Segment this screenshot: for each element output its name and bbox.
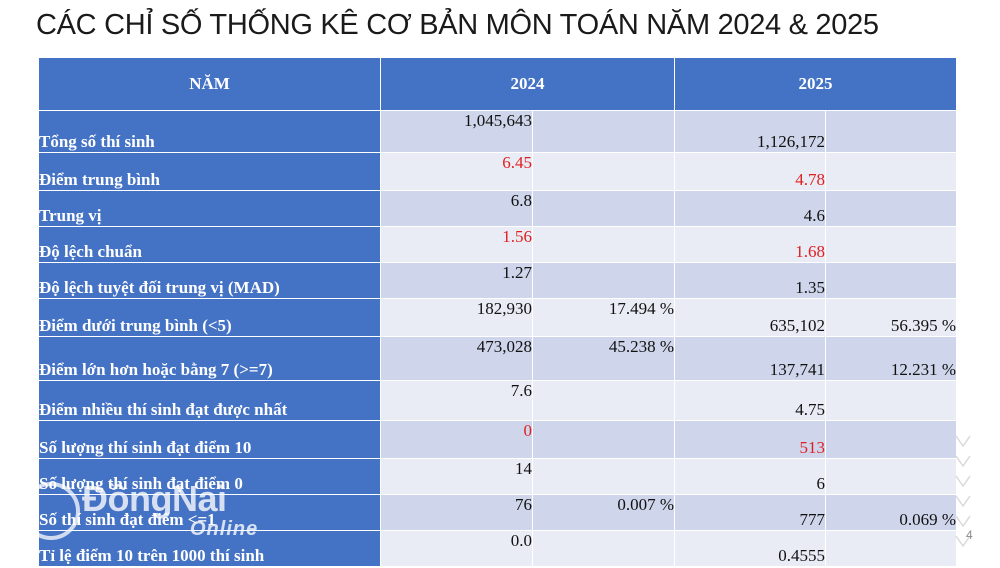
percent-2024 [532, 152, 675, 191]
row-label: Điểm dưới trung bình (<5) [38, 298, 381, 337]
chevron-decoration-icon [955, 435, 971, 548]
row-label: Độ lệch chuẩn [38, 226, 381, 263]
table-row: Điểm trung bình 6.45 4.78 [38, 152, 957, 191]
value-2025: 777 [674, 494, 826, 531]
percent-2024 [532, 380, 675, 421]
page-title: CÁC CHỈ SỐ THỐNG KÊ CƠ BẢN MÔN TOÁN NĂM … [36, 9, 879, 41]
percent-2024 [532, 262, 675, 299]
percent-2025: 56.395 % [825, 298, 957, 337]
table-row: Số lượng thí sinh đạt điểm 0 14 6 [38, 458, 957, 495]
row-label: Số lượng thí sinh đạt điểm 0 [38, 458, 381, 495]
percent-2025 [825, 458, 957, 495]
table-row: Độ lệch chuẩn 1.56 1.68 [38, 226, 957, 263]
percent-2025 [825, 226, 957, 263]
table-row: Điểm lớn hơn hoặc bằng 7 (>=7) 473,028 4… [38, 336, 957, 381]
row-label: Số thí sinh đạt điểm <=1 [38, 494, 381, 531]
percent-2024 [532, 420, 675, 459]
value-2025: 513 [674, 420, 826, 459]
value-2025: 137,741 [674, 336, 826, 381]
value-2024: 14 [380, 458, 533, 495]
percent-2024: 45.238 % [532, 336, 675, 381]
row-label: Điểm trung bình [38, 152, 381, 191]
row-label: Điểm nhiều thí sinh đạt được nhất [38, 380, 381, 421]
row-label: Tỉ lệ điểm 10 trên 1000 thí sinh [38, 530, 381, 567]
page-number: 4 [966, 528, 973, 542]
percent-2024 [532, 458, 675, 495]
row-label: Số lượng thí sinh đạt điểm 10 [38, 420, 381, 459]
row-label: Tổng số thí sinh [38, 110, 381, 153]
value-2024: 1.27 [380, 262, 533, 299]
value-2025: 4.6 [674, 190, 826, 227]
header-year-2025: 2025 [674, 57, 957, 111]
table-row: Điểm nhiều thí sinh đạt được nhất 7.6 4.… [38, 380, 957, 421]
percent-2025 [825, 190, 957, 227]
percent-2025 [825, 530, 957, 567]
value-2024: 0 [380, 420, 533, 459]
percent-2025 [825, 110, 957, 153]
percent-2024 [532, 226, 675, 263]
value-2024: 1,045,643 [380, 110, 533, 153]
value-2025: 4.75 [674, 380, 826, 421]
table-row: Số lượng thí sinh đạt điểm 10 0 513 [38, 420, 957, 459]
table-header-row: NĂM 2024 2025 [38, 57, 957, 111]
row-label: Điểm lớn hơn hoặc bằng 7 (>=7) [38, 336, 381, 381]
value-2024: 182,930 [380, 298, 533, 337]
table-row: Số thí sinh đạt điểm <=1 76 0.007 % 777 … [38, 494, 957, 531]
value-2025: 1.35 [674, 262, 826, 299]
value-2024: 76 [380, 494, 533, 531]
percent-2024 [532, 530, 675, 567]
table-row: Điểm dưới trung bình (<5) 182,930 17.494… [38, 298, 957, 337]
header-year-2024: 2024 [380, 57, 675, 111]
value-2025: 4.78 [674, 152, 826, 191]
row-label: Trung vị [38, 190, 381, 227]
value-2024: 1.56 [380, 226, 533, 263]
value-2025: 1.68 [674, 226, 826, 263]
percent-2024 [532, 110, 675, 153]
percent-2024: 17.494 % [532, 298, 675, 337]
value-2024: 0.0 [380, 530, 533, 567]
value-2025: 6 [674, 458, 826, 495]
value-2024: 473,028 [380, 336, 533, 381]
percent-2024 [532, 190, 675, 227]
table-row: Trung vị 6.8 4.6 [38, 190, 957, 227]
percent-2024: 0.007 % [532, 494, 675, 531]
percent-2025: 0.069 % [825, 494, 957, 531]
percent-2025 [825, 262, 957, 299]
percent-2025 [825, 152, 957, 191]
row-label: Độ lệch tuyệt đối trung vị (MAD) [38, 262, 381, 299]
header-label: NĂM [38, 57, 381, 111]
table-row: Độ lệch tuyệt đối trung vị (MAD) 1.27 1.… [38, 262, 957, 299]
table-row: Tổng số thí sinh 1,045,643 1,126,172 [38, 110, 957, 153]
value-2024: 6.45 [380, 152, 533, 191]
table-row: Tỉ lệ điểm 10 trên 1000 thí sinh 0.0 0.4… [38, 530, 957, 567]
value-2025: 0.4555 [674, 530, 826, 567]
value-2024: 6.8 [380, 190, 533, 227]
value-2025: 635,102 [674, 298, 826, 337]
percent-2025 [825, 380, 957, 421]
value-2024: 7.6 [380, 380, 533, 421]
percent-2025: 12.231 % [825, 336, 957, 381]
value-2025: 1,126,172 [674, 110, 826, 153]
statistics-table: NĂM 2024 2025 Tổng số thí sinh 1,045,643… [38, 57, 957, 567]
percent-2025 [825, 420, 957, 459]
